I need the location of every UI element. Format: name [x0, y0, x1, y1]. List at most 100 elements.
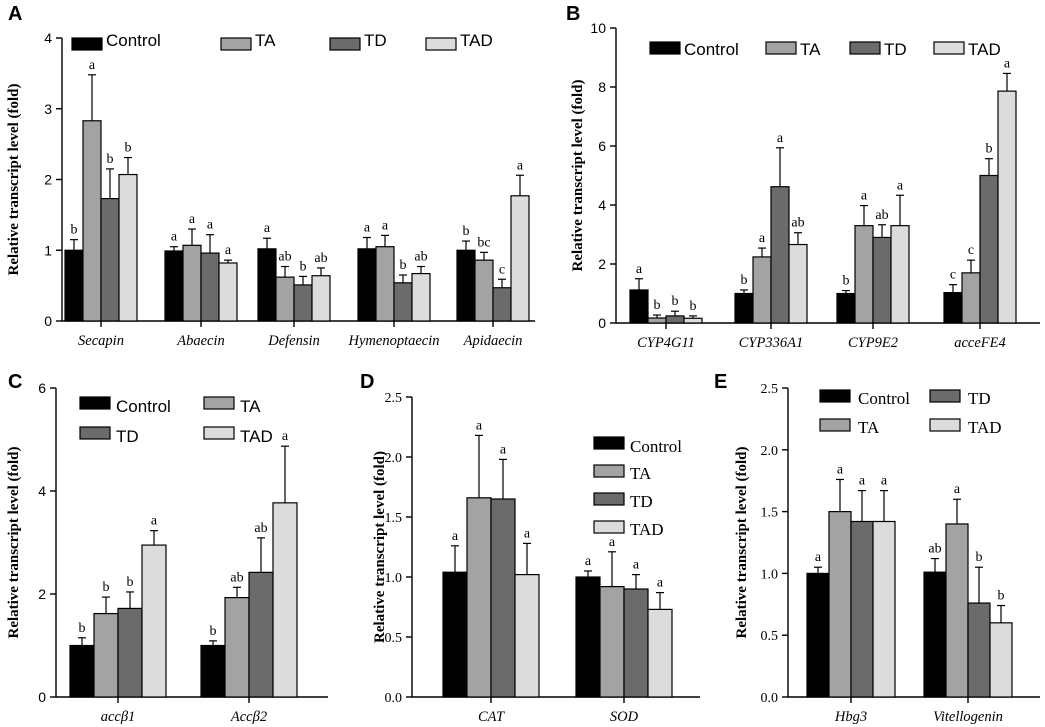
bar-control [734, 292, 754, 324]
significance-letter: b [690, 299, 697, 314]
y-tick-label: 2.0 [385, 451, 403, 466]
category-label: CYP4G11 [637, 335, 695, 351]
bar-tad [411, 272, 431, 322]
category-label: CYP336A1 [739, 335, 803, 351]
y-tick-label: 10 [590, 20, 606, 36]
y-tick-label: 6 [598, 138, 606, 154]
bar-td [979, 174, 999, 324]
legend-label-control: Control [684, 40, 739, 59]
legend-label-td: TD [968, 389, 991, 408]
significance-letter: a [759, 231, 766, 246]
bar-td [100, 198, 120, 322]
legend-label-ta: TA [240, 397, 261, 416]
y-tick-label: 0.0 [761, 691, 779, 706]
significance-letter: b [986, 142, 993, 157]
legend-swatch-td [79, 426, 111, 440]
category-label: Vitellogenin [933, 709, 1003, 725]
significance-letter: a [517, 158, 524, 173]
significance-letter: ab [254, 521, 267, 536]
bar-ta [466, 497, 492, 698]
y-axis-title: Relative transcript level (fold) [570, 79, 586, 271]
bar-td [967, 602, 991, 698]
bar-ta [854, 225, 874, 324]
legend-swatch-control [593, 436, 625, 450]
bar-ta [599, 585, 625, 698]
significance-letter: a [609, 535, 616, 550]
panel-e: E 0.0 0.5 1.0 1.5 2.0 2.5 Relative transcript l… [714, 371, 1040, 725]
legend-label-ta: TA [630, 464, 652, 483]
legend-swatch-tad [929, 418, 961, 432]
panel-letter: E [714, 371, 727, 393]
significance-letter: b [300, 259, 307, 274]
y-tick-label: 1 [44, 242, 52, 258]
legend-swatch-tad [593, 520, 625, 534]
significance-letter: a [815, 550, 822, 565]
bar-tad [510, 195, 530, 322]
y-tick-label: 4 [38, 483, 46, 499]
bar-ta [375, 246, 395, 322]
bar-control [629, 289, 649, 324]
category-label: accβ1 [101, 709, 136, 725]
significance-letter: a [225, 243, 232, 258]
legend-label-td: TD [884, 40, 907, 59]
significance-letter: b [400, 258, 407, 273]
legend-label-control: Control [630, 437, 682, 456]
bar-ta [182, 244, 202, 322]
significance-letter: a [382, 218, 389, 233]
legend-swatch-tad [203, 426, 235, 440]
bar-td [490, 498, 516, 698]
bar-control [164, 250, 184, 322]
significance-letter: ab [278, 250, 291, 265]
legend-swatch-td [329, 37, 361, 51]
legend-swatch-td [849, 41, 881, 55]
bar-tad [788, 243, 808, 324]
y-tick-label: 0 [598, 315, 606, 331]
significance-letter: c [968, 243, 974, 258]
bar-tad [872, 520, 896, 698]
legend-swatch-ta [819, 418, 851, 432]
significance-letter: b [71, 223, 78, 238]
y-tick-label: 0 [44, 313, 52, 329]
y-tick-label: 2.5 [385, 391, 403, 406]
significance-letter: a [585, 554, 592, 569]
y-tick-label: 2 [44, 172, 52, 188]
bar-tad [514, 573, 540, 698]
panel-letter: C [8, 371, 22, 393]
bar-td [117, 607, 143, 698]
significance-letter: a [633, 558, 640, 573]
significance-letter: a [282, 429, 289, 444]
bar-control [64, 249, 84, 322]
significance-letter: a [859, 474, 866, 489]
bar-tad [272, 502, 298, 698]
bar-tad [989, 622, 1013, 698]
significance-letter: b [976, 550, 983, 565]
bar-td [393, 282, 413, 322]
legend-label-tad: TAD [630, 520, 664, 539]
legend-label-tad: TAD [240, 427, 273, 446]
panel-letter: D [360, 371, 374, 393]
significance-letter: a [364, 221, 371, 236]
category-label: Hymenoptaecin [348, 333, 440, 349]
legend-swatch-control [819, 389, 851, 403]
y-axis-title: Relative transcript level (fold) [6, 446, 22, 638]
significance-letter: a [151, 514, 158, 529]
bar-control [442, 571, 468, 698]
bar-ta [752, 256, 772, 324]
bar-control [806, 572, 830, 698]
legend-label-ta: TA [858, 418, 880, 437]
significance-letter: a [207, 218, 214, 233]
y-tick-label: 3 [44, 101, 52, 117]
significance-letter: a [1004, 56, 1011, 71]
significance-letter: b [654, 298, 661, 313]
panel-d: D 0.0 0.5 1.0 1.5 2.0 2.5 Relative transcript l… [360, 371, 700, 725]
y-tick-label: 4 [44, 30, 52, 46]
panel-letter: A [8, 3, 22, 25]
significance-letter: bc [477, 235, 490, 250]
legend-label-tad: TAD [968, 418, 1002, 437]
significance-letter: b [79, 621, 86, 636]
legend-label-ta: TA [255, 31, 276, 50]
y-axis-title: Relative transcript level (fold) [372, 451, 388, 643]
panel-b: B 0 2 4 6 8 10 Relative transcript level (fold)… [566, 3, 1040, 351]
bar-tad [218, 262, 238, 322]
bar-control [456, 249, 476, 322]
